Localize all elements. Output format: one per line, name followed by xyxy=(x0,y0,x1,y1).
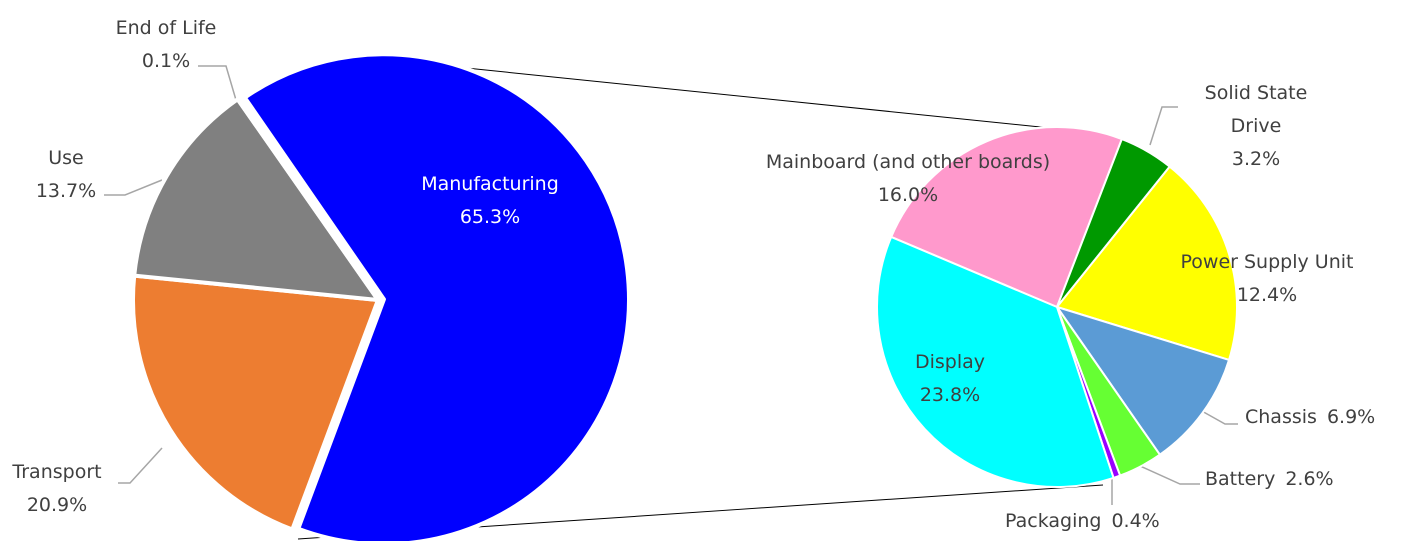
slice-label: Battery 2.6% xyxy=(1205,463,1334,496)
slice-label: End of Life 0.1% xyxy=(116,12,217,78)
slice-value: 6.9% xyxy=(1326,406,1376,428)
leader-line xyxy=(104,179,163,196)
pie-slice xyxy=(1056,306,1231,456)
slice-name: Packaging xyxy=(1005,510,1102,532)
slice-label: Solid State Drive 3.2% xyxy=(1201,77,1311,176)
slice-label: Display 23.8% xyxy=(875,346,1025,412)
slice-value: 20.9% xyxy=(26,494,88,516)
slice-value: 23.8% xyxy=(919,384,981,406)
slice-value: 16.0% xyxy=(877,184,939,206)
leader-line xyxy=(1149,106,1178,146)
slice-name: Chassis xyxy=(1245,406,1317,428)
pie-slice xyxy=(132,97,380,302)
slice-label: Use 13.7% xyxy=(36,142,96,208)
slice-name: Use xyxy=(48,147,84,169)
pie-slice xyxy=(890,126,1123,308)
pie-slice xyxy=(1056,165,1238,361)
slice-label: Packaging 0.4% xyxy=(1005,505,1160,538)
slice-value: 0.1% xyxy=(141,50,191,72)
leader-line xyxy=(1139,465,1200,485)
slice-name: End of Life xyxy=(115,17,217,39)
pie-slice xyxy=(131,273,380,532)
connector-line xyxy=(387,59,1051,129)
pie-slice xyxy=(876,235,1115,488)
slice-name: Manufacturing xyxy=(421,173,559,195)
leader-line xyxy=(1199,409,1238,425)
slice-value: 65.3% xyxy=(459,206,521,228)
slice-label: Power Supply Unit 12.4% xyxy=(1147,246,1387,312)
slice-name: Power Supply Unit xyxy=(1180,251,1354,273)
slice-value: 12.4% xyxy=(1236,284,1298,306)
slice-name: Mainboard (and other boards) xyxy=(765,151,1051,173)
slice-value: 2.6% xyxy=(1285,468,1334,490)
slice-name: Display xyxy=(914,351,986,373)
slice-name: Transport xyxy=(12,461,102,483)
slice-value: 3.2% xyxy=(1231,148,1281,170)
slice-label: Manufacturing 65.3% xyxy=(390,168,590,234)
slice-value: 13.7% xyxy=(35,180,97,202)
slice-name: Battery xyxy=(1205,468,1276,490)
slice-label: Chassis 6.9% xyxy=(1245,401,1375,434)
leader-line xyxy=(118,447,163,484)
slice-value: 0.4% xyxy=(1111,510,1160,532)
pie-slice xyxy=(235,96,380,302)
leader-line xyxy=(198,65,237,101)
slice-name: Solid State Drive xyxy=(1204,82,1308,137)
pie-slice xyxy=(242,52,631,541)
slice-label: Mainboard (and other boards) 16.0% xyxy=(728,146,1088,212)
slice-label: Transport 20.9% xyxy=(12,456,101,522)
leader-lines xyxy=(104,65,1238,505)
